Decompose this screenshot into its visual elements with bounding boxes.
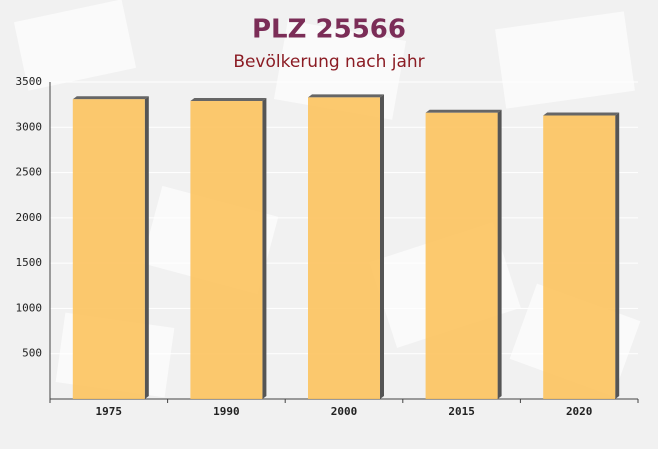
y-tick-label: 1500 [16, 256, 43, 269]
bar-shadow [380, 94, 384, 399]
y-tick-label: 1000 [16, 301, 43, 314]
bar [425, 112, 498, 400]
bar-shadow [262, 98, 267, 400]
bar-shadow [497, 109, 502, 400]
y-tick-label: 3000 [16, 120, 43, 133]
bar [308, 97, 380, 399]
bar-shadow [615, 112, 620, 400]
x-tick-label: 2000 [331, 405, 358, 418]
bar-shadow [144, 96, 149, 400]
bar-shadow-top [72, 96, 149, 100]
y-tick-label: 2000 [16, 211, 43, 224]
y-tick-label: 3500 [16, 75, 43, 88]
bar [72, 99, 145, 400]
bar [190, 101, 263, 400]
chart-subtitle: Bevölkerung nach jahr [233, 52, 424, 72]
y-tick-label: 2500 [16, 166, 43, 179]
bar-shadow-top [425, 109, 502, 113]
bar [543, 115, 616, 400]
x-tick-label: 2020 [566, 405, 593, 418]
x-tick-label: 1975 [96, 405, 123, 418]
y-tick-label: 500 [22, 347, 42, 360]
bar-shadow-top [190, 98, 267, 102]
chart-title: PLZ 25566 [252, 15, 406, 45]
bar-shadow-top [543, 112, 620, 116]
bar-shadow-top [308, 94, 384, 98]
x-tick-label: 2015 [448, 405, 475, 418]
x-tick-label: 1990 [213, 405, 240, 418]
